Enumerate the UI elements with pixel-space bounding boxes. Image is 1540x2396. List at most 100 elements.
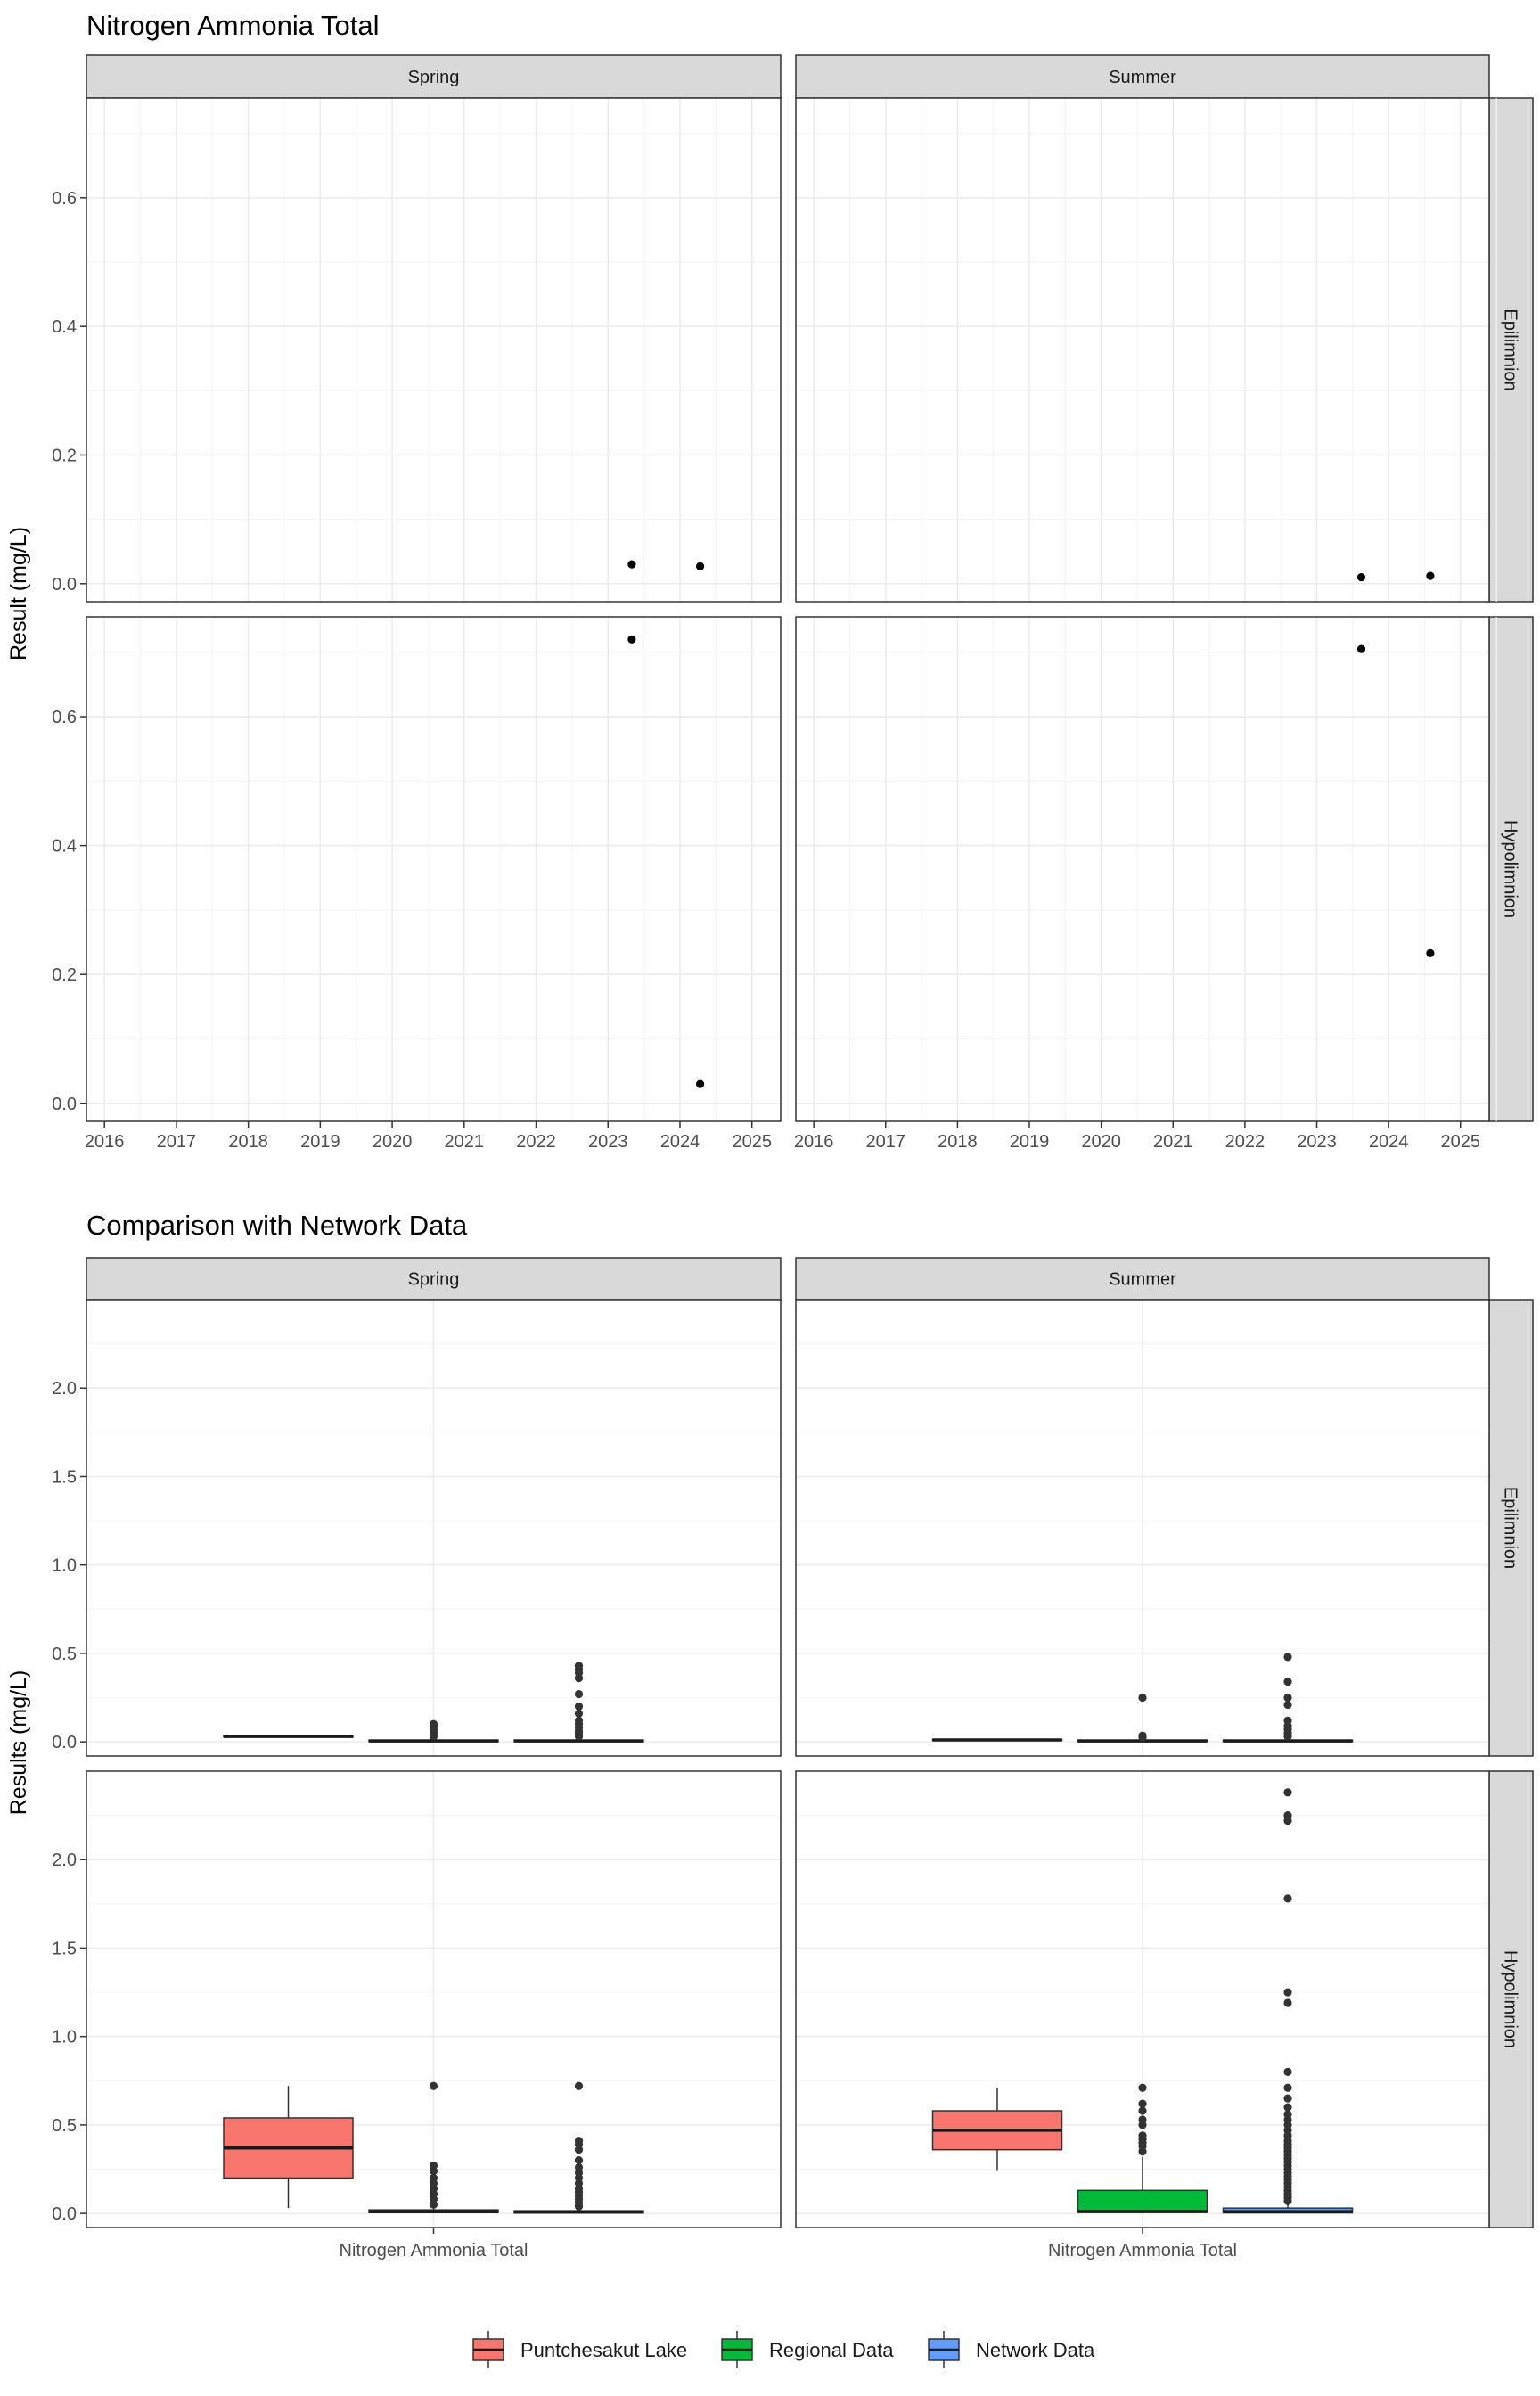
box-network-data (513, 2081, 644, 2214)
panel-summer-hypolimnion-1 (795, 1770, 1490, 2228)
box-regional-data (1077, 2083, 1208, 2214)
data-point-1 (695, 1079, 705, 1088)
box-puntchesakut-lake (223, 2086, 354, 2209)
x-tick-label-2020: 2020 (1081, 1132, 1121, 1152)
y-axis-label-0: Result (mg/L) (6, 527, 31, 661)
x-tick-label-2018: 2018 (228, 1132, 268, 1152)
strip-label-spring-1: Spring (408, 1270, 460, 1290)
panel-border (86, 97, 782, 603)
y-tick-label-2.0: 2.0 (52, 1850, 77, 1870)
outlier-8 (429, 2081, 438, 2090)
x-tick-label-2021: 2021 (1153, 1132, 1193, 1152)
x-tick-label-2022: 2022 (1225, 1132, 1266, 1152)
outlier-23 (1283, 2103, 1292, 2112)
panel-summer-hypolimnion-0 (795, 616, 1497, 1122)
outlier-24 (1283, 2094, 1292, 2103)
outlier-27 (1283, 1998, 1292, 2007)
outlier-12 (574, 1662, 584, 1670)
panel-border (86, 1299, 782, 1757)
outlier-26 (1283, 2067, 1292, 2076)
outlier-6 (574, 1709, 584, 1718)
x-tick-label-2017: 2017 (866, 1132, 906, 1152)
y-tick-label-1.0: 1.0 (52, 1556, 77, 1576)
panel-bg (796, 617, 1489, 1121)
strip-spring-0 (86, 54, 782, 99)
x-tick-label-2022: 2022 (516, 1132, 556, 1152)
box-network-data (513, 1662, 644, 1743)
data-point-0 (1356, 644, 1366, 653)
y-tick-label-0.0: 0.0 (52, 575, 77, 595)
outlier-7 (429, 2161, 438, 2170)
x-tick-label-2016: 2016 (794, 1132, 834, 1152)
data-point-1 (1426, 571, 1435, 580)
outlier-9 (1138, 2083, 1147, 2092)
y-tick-label-0.5: 0.5 (52, 1645, 77, 1664)
outlier-22 (1283, 2110, 1292, 2119)
y-tick-label-0.4: 0.4 (52, 317, 77, 337)
panel-spring-hypolimnion-0 (86, 616, 789, 1122)
strip-summer-0 (795, 54, 1490, 99)
box-body (1077, 2189, 1208, 2213)
x-category-label-1: Nitrogen Ammonia Total (1048, 2241, 1237, 2261)
strip-spring-1 (86, 1257, 782, 1301)
x-tick-label-2024: 2024 (1369, 1132, 1409, 1152)
panel-spring-epilimnion-0 (86, 97, 789, 603)
strip-label-epilimnion-1: Epilimnion (1501, 1487, 1520, 1569)
y-tick-label-0.2: 0.2 (52, 446, 77, 465)
outlier-8 (1283, 1653, 1292, 1662)
x-tick-label-2021: 2021 (445, 1132, 485, 1152)
outlier-14 (574, 2081, 584, 2090)
panel-summer-epilimnion-1 (795, 1299, 1490, 1757)
chart-title-0: Nitrogen Ammonia Total (86, 10, 380, 41)
panel-border (795, 1299, 1490, 1757)
data-point-1 (695, 562, 705, 570)
x-tick-label-2020: 2020 (373, 1132, 413, 1152)
panel-bg (796, 98, 1489, 602)
box-regional-data (368, 2081, 499, 2214)
y-tick-label-0.5: 0.5 (52, 2116, 77, 2136)
outlier-2 (1138, 1693, 1147, 1703)
outlier-31 (1283, 1811, 1292, 1820)
box-puntchesakut-lake (931, 1738, 1063, 1742)
panel-border (86, 616, 782, 1122)
box-puntchesakut-lake (931, 2088, 1063, 2171)
strip-label-summer-0: Summer (1109, 68, 1176, 87)
outlier-32 (1283, 1788, 1292, 1797)
outlier-7 (1283, 1678, 1292, 1686)
strip-summer-1 (795, 1257, 1490, 1301)
strip-label-hypolimnion-0: Hypolimnion (1501, 820, 1520, 918)
y-tick-label-0.0: 0.0 (52, 1095, 77, 1114)
data-point-0 (1356, 572, 1366, 582)
outlier-25 (1283, 2083, 1292, 2092)
data-point-0 (627, 560, 636, 569)
y-tick-label-0.4: 0.4 (52, 837, 77, 857)
y-axis-label-1: Results (mg/L) (6, 1670, 31, 1816)
y-tick-label-0.0: 0.0 (52, 1733, 77, 1752)
strip-label-epilimnion-0: Epilimnion (1501, 308, 1520, 390)
strip-label-spring-0: Spring (408, 68, 460, 87)
x-tick-label-2019: 2019 (1010, 1132, 1050, 1152)
panel-border (795, 616, 1490, 1122)
box-regional-data (368, 1719, 499, 1743)
box-network-data (1222, 1788, 1354, 2214)
outlier-6 (1283, 1693, 1292, 1703)
y-tick-label-1.0: 1.0 (52, 2028, 77, 2047)
outlier-8 (1138, 2099, 1147, 2108)
outlier-6 (1138, 2115, 1147, 2124)
strip-label-hypolimnion-1: Hypolimnion (1501, 1950, 1520, 2048)
y-tick-label-0.0: 0.0 (52, 2204, 77, 2224)
outlier-4 (429, 1719, 438, 1728)
x-tick-label-2025: 2025 (732, 1132, 772, 1152)
outlier-4 (1283, 1716, 1292, 1725)
strip-hypolimnion-1 (1488, 1770, 1534, 2228)
legend-label-1: Regional Data (769, 2339, 894, 2361)
outlier-1 (1138, 1731, 1147, 1740)
x-tick-label-2019: 2019 (300, 1132, 340, 1152)
x-tick-label-2023: 2023 (588, 1132, 628, 1152)
box-network-data (1222, 1653, 1354, 1743)
x-tick-label-2018: 2018 (938, 1132, 978, 1152)
outlier-4 (1138, 2131, 1147, 2140)
x-tick-label-2017: 2017 (157, 1132, 197, 1152)
outlier-10 (574, 2155, 584, 2165)
